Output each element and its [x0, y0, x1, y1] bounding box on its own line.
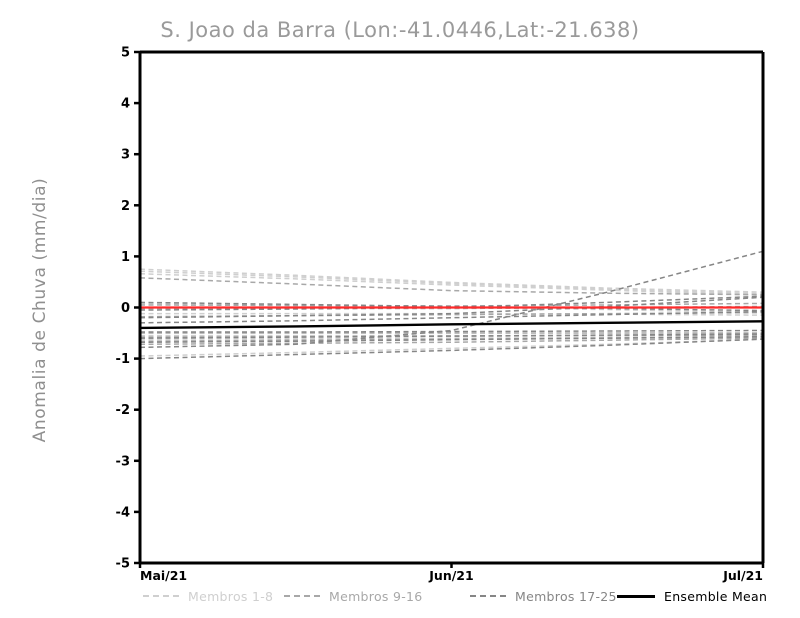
legend-swatch-icon	[143, 595, 179, 597]
legend-label: Membros 1-8	[188, 588, 274, 604]
legend-item: Membros 1-8	[143, 586, 273, 606]
y-tick-label: -2	[116, 403, 130, 418]
series-line	[139, 338, 764, 360]
series-line	[139, 295, 764, 311]
page-title: S. Joao da Barra (Lon:-41.0446,Lat:-21.6…	[160, 18, 640, 42]
y-tick-label: 4	[121, 97, 130, 112]
series-line	[139, 268, 764, 293]
legend-label: Membros 9-16	[329, 588, 423, 604]
series-line	[140, 329, 764, 333]
series-line	[139, 277, 764, 296]
series-line	[139, 273, 764, 296]
series-line	[139, 337, 764, 346]
series-line	[139, 333, 764, 339]
chart-legend: Membros 1-8 Membros 9-16 Membros 17-25 Ense…	[0, 586, 800, 608]
series-line	[139, 301, 764, 312]
x-tick-label: Jun/21	[428, 568, 473, 583]
y-tick-label: 5	[121, 46, 130, 61]
legend-swatch-icon	[284, 595, 320, 597]
series-line	[139, 338, 764, 357]
series-line	[139, 302, 764, 307]
y-tick-label: 0	[121, 301, 130, 316]
series-line	[139, 270, 764, 295]
series-line	[140, 312, 764, 316]
x-tick-label: Jul/21	[722, 568, 763, 583]
legend-item: Membros 9-16	[284, 586, 423, 606]
series-line	[139, 320, 764, 330]
y-tick-label: 2	[121, 199, 130, 214]
series-line	[139, 310, 764, 324]
series-line	[139, 296, 764, 319]
legend-swatch-icon	[470, 595, 506, 597]
y-tick-label: -3	[116, 454, 130, 469]
tick-labels-layer: 5 4 3 2 1 0 -1 -2 -3 -4 -5 Mai/21 Jun/21 Jul/21	[116, 46, 765, 583]
x-tick-label: Mai/21	[140, 568, 187, 583]
legend-item: Ensemble Mean	[617, 586, 767, 606]
series-layer	[139, 250, 764, 360]
series-line	[139, 335, 764, 343]
legend-swatch-icon	[617, 594, 655, 598]
y-tick-label: -4	[116, 505, 130, 520]
y-tick-label: -5	[116, 557, 130, 572]
y-tick-label: -1	[116, 352, 130, 367]
y-tick-label: 3	[121, 148, 130, 163]
legend-label: Membros 17-25	[515, 588, 617, 604]
legend-item: Membros 17-25	[470, 586, 617, 606]
legend-label: Ensemble Mean	[664, 588, 768, 604]
y-tick-label: 1	[121, 250, 130, 265]
series-line	[139, 250, 764, 349]
